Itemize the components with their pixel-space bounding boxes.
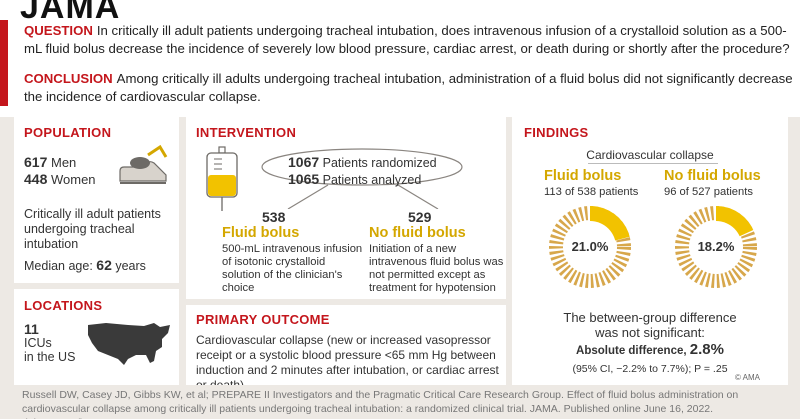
copyright-notice: © AMA [734,373,760,382]
population-description: Critically ill adult patients undergoing… [24,207,161,251]
iv-bag-icon [206,146,238,211]
subtitle-rule [588,163,718,164]
analyzed-label: Patients analyzed [322,173,422,187]
population-counts: 617 Men 448 Women [24,154,96,188]
locations-line2: in the US [24,350,76,364]
median-age-label: Median age: [24,259,93,273]
difference-statement: The between-group difference was not sig… [512,310,788,340]
locations-count: 11 [24,321,39,337]
intervention-panel: INTERVENTION 1067 Patients randomized 10… [186,117,506,299]
group2-percent: 18.2% [697,239,735,254]
group1-name: Fluid bolus [544,168,622,184]
group1-counts: 113 of 538 patients [544,186,639,198]
women-count: 448 [24,171,48,187]
group2-counts: 96 of 527 patients [664,186,753,198]
intervention-title: INTERVENTION [196,125,297,140]
population-title: POPULATION [24,125,112,140]
median-age-value: 62 [96,257,112,273]
men-label: Men [50,155,77,170]
primary-outcome-panel: PRIMARY OUTCOME Cardiovascular collapse … [186,305,506,392]
median-age: Median age: 62 years [24,258,146,274]
arm1-description: 500-mL intravenous infusion of isotonic … [222,243,363,294]
primary-outcome-title: PRIMARY OUTCOME [196,312,330,327]
analyzed-count: 1065 [288,171,320,187]
men-count: 617 [24,154,48,170]
abs-label: Absolute difference, [576,345,687,357]
abs-value: 2.8% [689,341,724,358]
locations-panel: LOCATIONS 11 ICUs in the US [14,289,179,385]
difference-line2: was not significant: [595,325,705,340]
header-summary: QUESTION In critically ill adult patients… [0,20,800,106]
difference-line1: The between-group difference [563,310,737,325]
accent-bar [0,20,8,106]
findings-panel: FINDINGS Cardiovascular collapse Fluid b… [512,117,788,385]
arm2-description: Initiation of a new intravenous fluid bo… [369,243,504,294]
randomized-label: Patients randomized [322,156,437,170]
locations-info: 11 ICUs in the US [24,322,75,364]
conclusion-label: CONCLUSION [24,71,113,86]
citation-text: Russell DW, Casey JD, Gibbs KW, et al; P… [22,389,739,419]
findings-title: FINDINGS [524,125,589,140]
group1-percent: 21.0% [571,239,609,254]
arm2-count: 529 [408,209,432,225]
hospital-bed-icon [119,144,168,184]
group2-donut-chart [675,206,757,288]
randomization-text: 1067 Patients randomized 1065 Patients a… [288,154,437,188]
main-area: POPULATION 617 Men 448 Women Critically … [0,117,800,392]
randomized-count: 1067 [288,154,320,170]
group1-donut-chart [549,206,631,288]
question-text: In critically ill adult patients undergo… [24,23,790,56]
jama-logo: JAMA [20,0,121,26]
primary-outcome-text: Cardiovascular collapse (new or increase… [196,333,499,392]
conclusion-text: Among critically ill adults undergoing t… [24,71,793,104]
us-map-icon [88,323,170,365]
footer: Russell DW, Casey JD, Gibbs KW, et al; P… [0,385,800,419]
median-age-unit: years [115,259,146,273]
group2-name: No fluid bolus [664,168,761,184]
findings-subtitle: Cardiovascular collapse [586,148,714,162]
arm1-count: 538 [262,209,286,225]
conclusion-block: CONCLUSION Among critically ill adults un… [24,70,794,106]
arm2-name: No fluid bolus [369,225,466,241]
absolute-difference: Absolute difference, 2.8% [512,341,788,359]
confidence-interval: (95% CI, −2.2% to 7.7%); P = .25 [572,363,728,375]
randomization-diagram [261,148,463,209]
arm1-name: Fluid bolus [222,225,300,241]
women-label: Women [50,172,96,187]
question-label: QUESTION [24,23,93,38]
locations-line1: ICUs [24,336,52,350]
locations-title: LOCATIONS [24,298,103,313]
question-block: QUESTION In critically ill adult patients… [24,22,794,58]
population-panel: POPULATION 617 Men 448 Women Critically … [14,117,179,283]
